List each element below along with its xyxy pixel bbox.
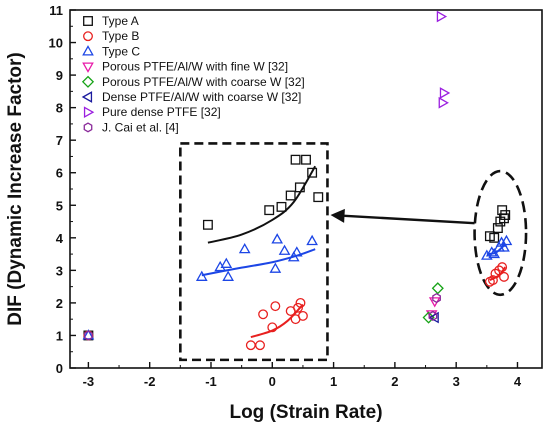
data-point-triangle-up xyxy=(500,234,513,246)
x-tick-label: 3 xyxy=(453,374,460,389)
x-tick-label: -1 xyxy=(205,374,217,389)
data-point-triangle-right xyxy=(438,96,449,109)
y-tick-label: 3 xyxy=(56,263,63,278)
data-point-square xyxy=(290,154,301,165)
data-point-square xyxy=(264,205,275,216)
x-tick-label: 2 xyxy=(391,374,398,389)
data-point-triangle-up xyxy=(306,234,318,246)
highlight-ellipse xyxy=(473,169,528,297)
legend-label: J. Cai et al. [4] xyxy=(102,120,179,134)
y-tick-label: 0 xyxy=(56,361,63,376)
y-tick-label: 1 xyxy=(56,328,63,343)
y-tick-label: 5 xyxy=(56,198,63,213)
data-point-triangle-up xyxy=(271,233,284,244)
legend-label: Porous PTFE/Al/W with coarse W [32] xyxy=(102,75,305,89)
x-tick-label: 1 xyxy=(330,374,337,389)
data-point-circle xyxy=(488,275,498,286)
data-point-triangle-up xyxy=(488,247,501,259)
legend-marker xyxy=(83,31,93,42)
data-point-hexagon xyxy=(428,310,438,321)
y-axis-ticks: 0 1 2 3 4 5 6 7 8 9 10 11 xyxy=(49,3,76,376)
data-point-circle xyxy=(297,310,308,321)
legend-marker xyxy=(81,75,95,88)
data-point-diamond xyxy=(431,282,444,295)
legend-marker xyxy=(81,91,93,103)
zoom-box xyxy=(179,142,329,362)
data-point-circle xyxy=(293,302,303,313)
data-point-square xyxy=(313,192,324,203)
y-tick-label: 8 xyxy=(56,101,63,116)
data-points xyxy=(82,10,513,351)
legend-label: Type A xyxy=(102,14,139,28)
data-point-triangle-right xyxy=(439,87,451,99)
legend-label: Type B xyxy=(102,29,139,43)
data-point-circle xyxy=(494,265,505,276)
y-tick-label: 6 xyxy=(56,166,63,181)
x-tick-label: -3 xyxy=(83,374,95,389)
data-point-hexagon xyxy=(432,292,441,304)
data-point-triangle-up xyxy=(485,246,498,257)
data-point-circle xyxy=(255,340,265,351)
data-point-square xyxy=(499,213,509,224)
x-tick-label: 4 xyxy=(514,374,522,389)
arrow-shaft xyxy=(344,214,475,225)
x-axis-ticks: -3 -2 -1 0 1 2 3 4 xyxy=(83,362,522,389)
legend-marker xyxy=(83,106,95,119)
data-point-triangle-up xyxy=(287,251,300,262)
data-point-triangle-up xyxy=(238,242,251,254)
data-point-hexagon xyxy=(84,330,93,341)
x-tick-label: -2 xyxy=(144,374,156,389)
y-tick-label: 10 xyxy=(49,36,63,51)
y-tick-label: 9 xyxy=(56,68,63,83)
data-point-circle xyxy=(267,322,278,333)
legend-label: Type C xyxy=(102,44,140,58)
data-point-square xyxy=(301,154,311,165)
y-tick-label: 2 xyxy=(56,296,63,311)
data-point-triangle-up xyxy=(220,257,233,268)
data-point-square xyxy=(307,167,318,178)
legend-label: Pure dense PTFE [32] xyxy=(102,105,221,119)
legend-marker xyxy=(83,122,93,133)
legend-marker xyxy=(82,45,94,56)
data-point-triangle-up xyxy=(278,244,291,255)
data-point-circle xyxy=(258,309,269,320)
data-point-square xyxy=(294,182,305,193)
data-point-triangle-up xyxy=(480,249,493,260)
arrow-head xyxy=(330,208,345,223)
legend-marker xyxy=(83,16,93,26)
data-point-square xyxy=(276,201,287,212)
data-point-circle xyxy=(497,262,508,273)
data-point-triangle-up xyxy=(195,270,208,281)
x-tick-label: 0 xyxy=(269,374,276,389)
y-tick-label: 7 xyxy=(56,133,63,148)
data-point-circle xyxy=(270,301,281,312)
y-tick-label: 11 xyxy=(49,3,63,18)
data-point-triangle-right xyxy=(436,10,448,23)
y-tick-label: 4 xyxy=(56,231,64,246)
data-point-triangle-up xyxy=(290,246,303,257)
annotation-layer xyxy=(179,142,528,362)
data-point-triangle-up xyxy=(269,262,282,273)
legend-label: Dense PTFE/Al/W with coarse W [32] xyxy=(102,90,301,104)
data-point-square xyxy=(202,219,213,230)
data-point-square xyxy=(285,190,296,201)
x-axis-title: Log (Strain Rate) xyxy=(229,402,382,423)
data-point-square xyxy=(492,223,503,234)
y-axis-title: DIF (Dynamic Increase Factor) xyxy=(5,52,26,325)
legend-label: Porous PTFE/Al/W with fine W [32] xyxy=(102,60,288,74)
legend-marker xyxy=(82,62,94,73)
data-point-circle xyxy=(295,297,306,308)
data-point-circle xyxy=(499,271,509,282)
data-point-triangle-up xyxy=(498,241,510,252)
data-point-square xyxy=(500,210,511,220)
data-point-triangle-up xyxy=(82,329,95,340)
data-point-triangle-up xyxy=(222,270,234,281)
data-point-square xyxy=(489,232,500,243)
